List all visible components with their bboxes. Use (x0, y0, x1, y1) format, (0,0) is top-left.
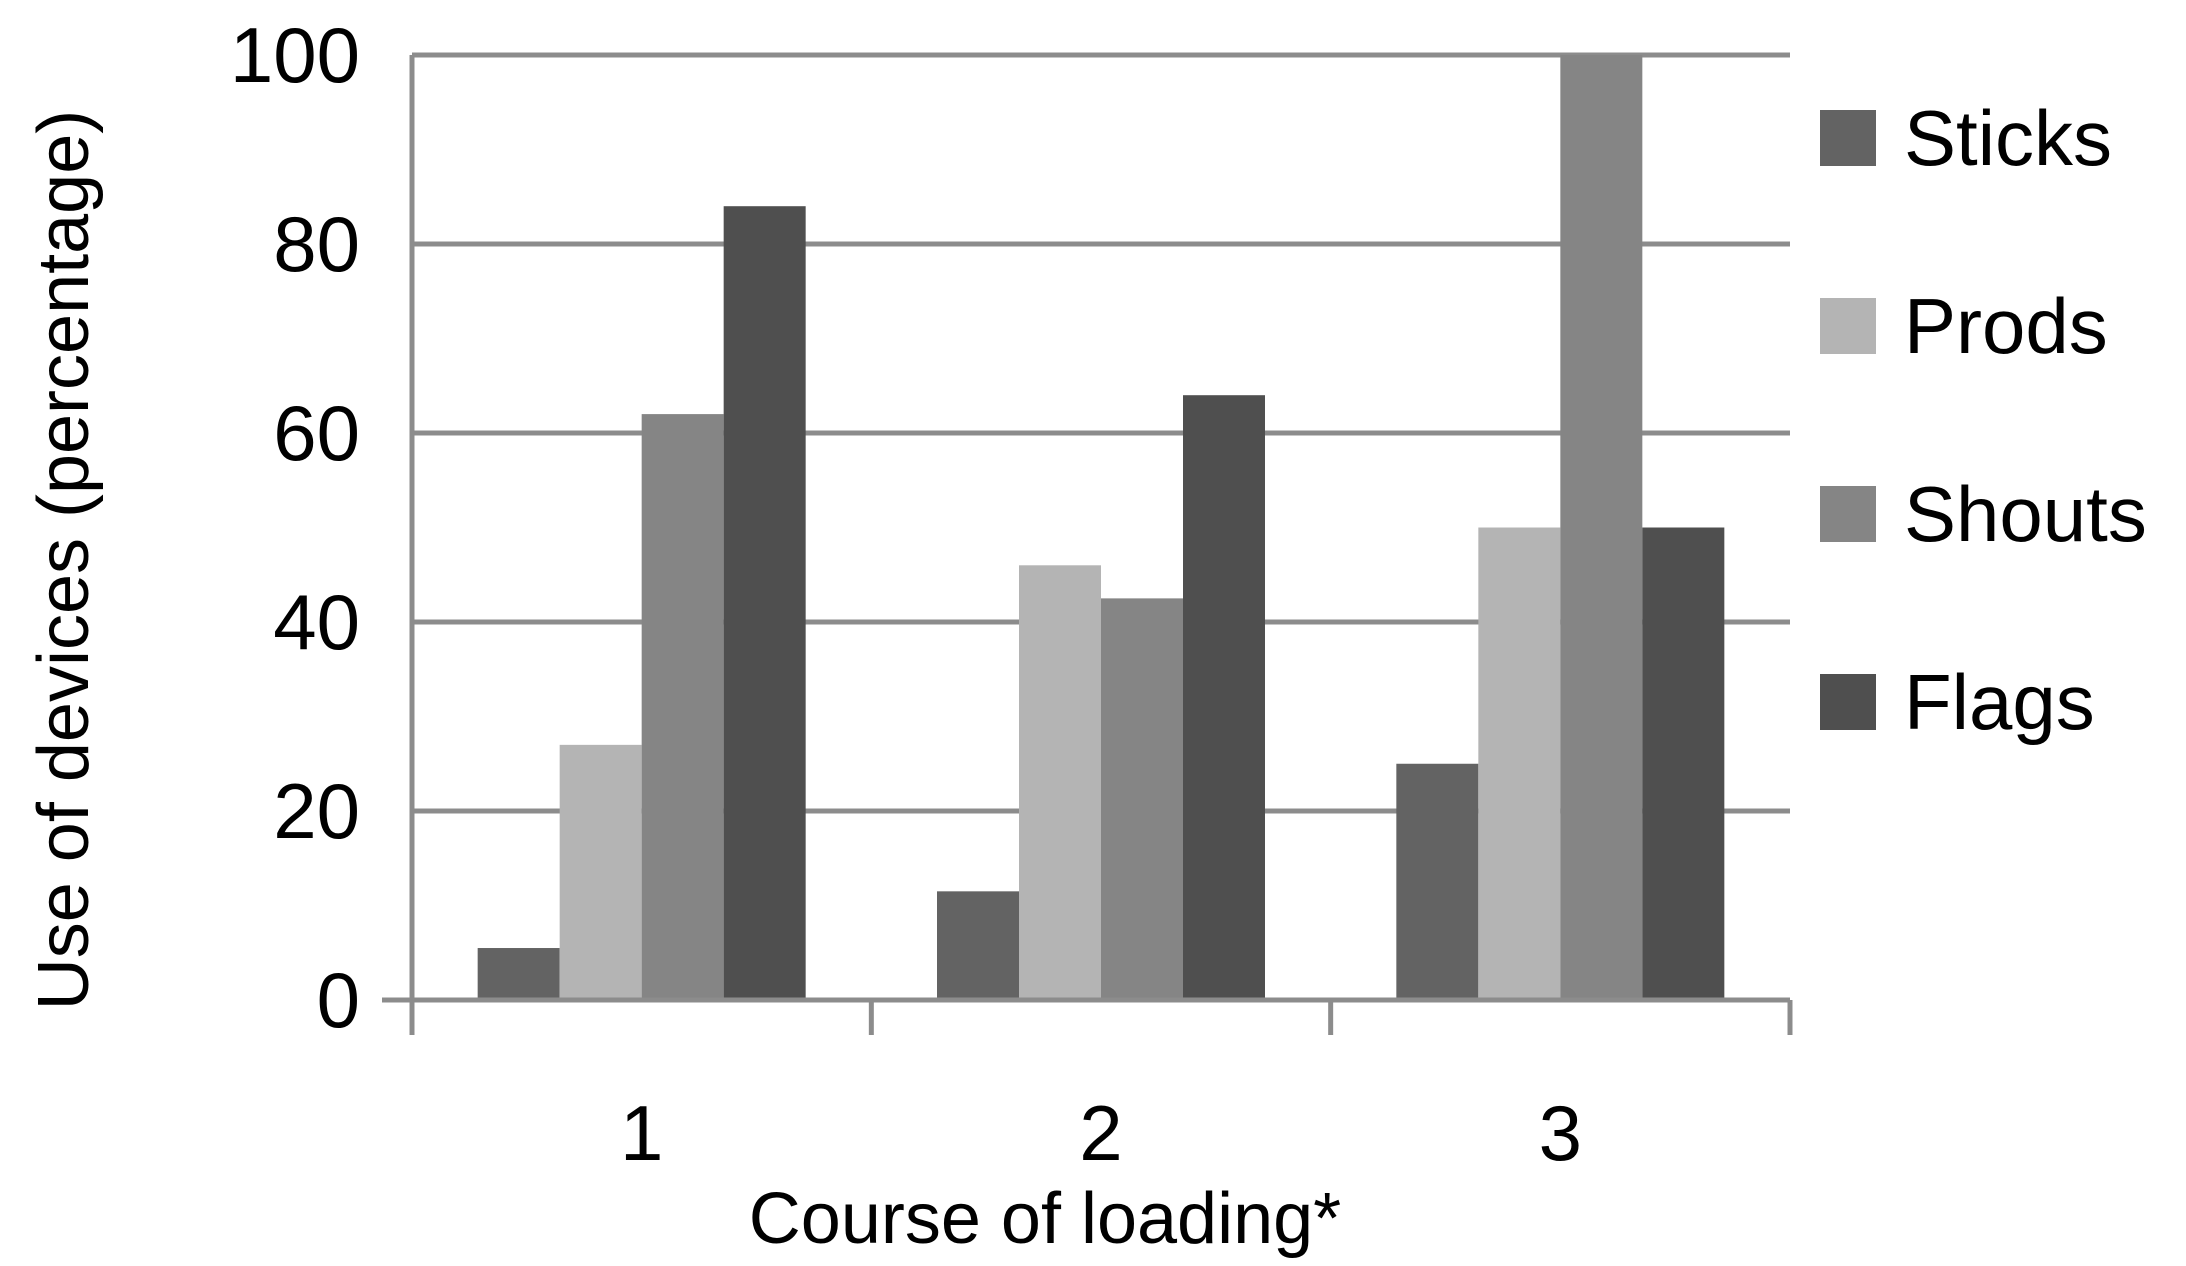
bar-flags-3 (1642, 527, 1725, 1000)
y-tick-label-40: 40 (273, 578, 360, 666)
bar-shouts-2 (1101, 598, 1183, 1000)
bar-shouts-1 (641, 414, 724, 1001)
bar-sticks-1 (477, 948, 560, 1000)
bar-shouts-3 (1560, 55, 1643, 1000)
legend-label-prods: Prods (1904, 282, 2108, 370)
x-tick-label-3: 3 (1539, 1089, 1582, 1177)
legend-label-shouts: Shouts (1904, 470, 2147, 558)
y-tick-label-0: 0 (317, 956, 360, 1044)
legend-swatch-prods (1820, 298, 1876, 354)
bar-flags-1 (723, 206, 806, 1000)
axes (382, 55, 1793, 1035)
legend-label-flags: Flags (1904, 658, 2095, 746)
bar-flags-2 (1183, 395, 1265, 1000)
legend-swatch-sticks (1820, 110, 1876, 166)
bar-prods-1 (559, 744, 642, 1000)
bar-prods-3 (1478, 527, 1561, 1000)
y-tick-label-60: 60 (273, 389, 360, 477)
y-tick-label-100: 100 (230, 11, 360, 99)
legend-swatch-flags (1820, 674, 1876, 730)
y-tick-label-80: 80 (273, 200, 360, 288)
bar-sticks-3 (1396, 763, 1479, 1000)
y-tick-label-20: 20 (273, 767, 360, 855)
bar-sticks-2 (937, 891, 1019, 1000)
bars (477, 55, 1725, 1001)
y-tick-labels: 0 20 40 60 80 100 (230, 11, 360, 1044)
legend-label-sticks: Sticks (1904, 94, 2112, 182)
x-axis-title: Course of loading* (749, 1179, 1341, 1259)
x-tick-label-2: 2 (1079, 1089, 1122, 1177)
x-tick-label-1: 1 (620, 1089, 663, 1177)
legend-swatch-shouts (1820, 486, 1876, 542)
x-tick-labels: 1 2 3 (620, 1089, 1582, 1177)
legend: Sticks Prods Shouts Flags (1820, 94, 2147, 746)
y-axis-title: Use of devices (percentage) (24, 110, 104, 1010)
bar-prods-2 (1019, 565, 1101, 1000)
